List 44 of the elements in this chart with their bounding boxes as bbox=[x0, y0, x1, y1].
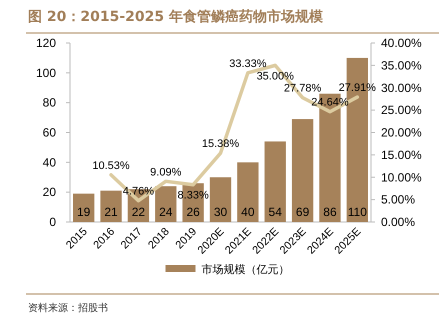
y-tick-label: 80 bbox=[42, 96, 56, 110]
data-label: 86 bbox=[323, 205, 337, 219]
data-label: 9.09% bbox=[150, 166, 182, 178]
y-tick-label: 40 bbox=[42, 155, 56, 170]
bar bbox=[264, 141, 286, 222]
bar bbox=[292, 119, 314, 222]
data-label: 110 bbox=[348, 205, 368, 219]
data-label: 15.38% bbox=[202, 138, 240, 150]
y2-tick-label: 20.00% bbox=[381, 126, 422, 140]
data-label: 4.76% bbox=[122, 186, 154, 198]
y2-tick-label: 15.00% bbox=[381, 148, 422, 162]
data-label: 30 bbox=[214, 205, 228, 219]
y-tick-label: 60 bbox=[42, 126, 56, 140]
data-label: 22 bbox=[132, 205, 146, 219]
y2-tick-label: 30.00% bbox=[381, 80, 422, 95]
y2-tick-label: 5.00% bbox=[381, 192, 416, 207]
data-label: 19 bbox=[77, 205, 91, 219]
data-label: 33.33% bbox=[229, 58, 267, 70]
y-tick-label: 20 bbox=[42, 185, 56, 200]
y2-tick-label: 35.00% bbox=[381, 58, 422, 72]
data-label: 10.53% bbox=[92, 160, 130, 172]
data-label: 54 bbox=[268, 205, 282, 219]
y2-tick-label: 40.00% bbox=[381, 36, 422, 50]
data-label: 27.78% bbox=[284, 82, 322, 95]
y-tick-label: 0 bbox=[49, 215, 56, 229]
data-label: 26 bbox=[186, 205, 200, 219]
bar bbox=[155, 186, 176, 222]
data-label: 21 bbox=[104, 205, 118, 219]
text: 资料来源：招股书 bbox=[28, 302, 108, 314]
chart-title: 图 20：2015-2025 年食管鳞癌药物市场规模 bbox=[28, 8, 324, 25]
data-label: 24 bbox=[159, 205, 173, 219]
data-label: 40 bbox=[241, 205, 255, 219]
y-tick-label: 100 bbox=[36, 66, 56, 80]
bar bbox=[100, 190, 122, 222]
legend-label: 市场规模（亿元） bbox=[202, 263, 290, 276]
bar bbox=[237, 162, 259, 222]
bar bbox=[73, 194, 94, 222]
data-label: 69 bbox=[296, 205, 310, 219]
y2-tick-label: 0.00% bbox=[381, 215, 416, 229]
bar bbox=[210, 177, 232, 222]
y-tick-label: 120 bbox=[36, 36, 56, 50]
y2-tick-label: 25.00% bbox=[381, 103, 422, 118]
y2-tick-label: 10.00% bbox=[381, 170, 422, 184]
data-label: 35.00% bbox=[256, 70, 294, 82]
